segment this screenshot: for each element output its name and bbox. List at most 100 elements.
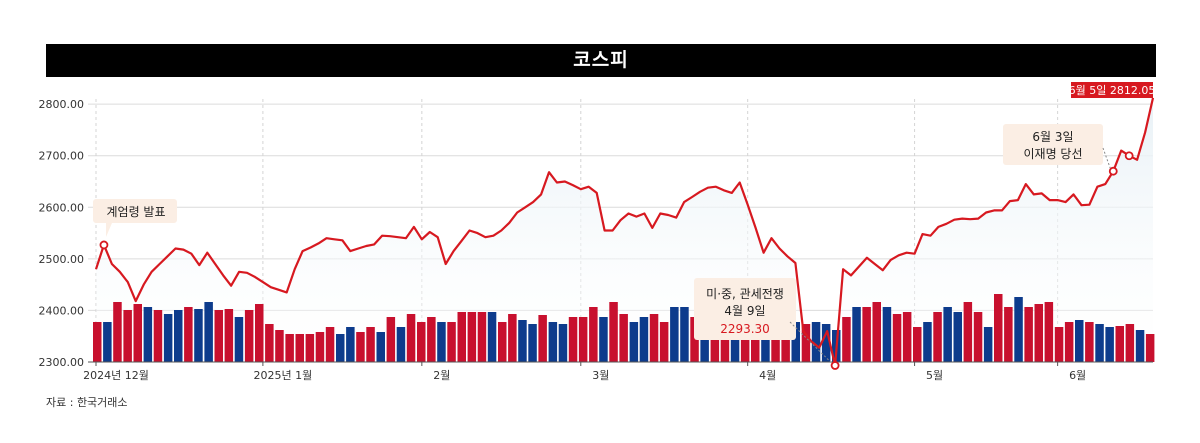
event-marker	[1108, 166, 1118, 176]
price-line	[94, 97, 1155, 367]
volume-bar	[821, 324, 831, 362]
annotation-election-date: 6월 3일	[1032, 130, 1073, 144]
last-value-badge	[1071, 82, 1153, 98]
y-tick-label: 2800.00	[39, 98, 85, 111]
volume-bar	[1125, 324, 1135, 362]
volume-bar	[1024, 307, 1033, 362]
volume-bar	[487, 312, 497, 362]
volume-bar	[255, 304, 264, 362]
y-tick-label: 2700.00	[39, 150, 85, 163]
annotation-tariff-date: 4월 9일	[724, 304, 765, 318]
volume-bar	[1064, 322, 1074, 362]
source-note: 자료 : 한국거래소	[46, 396, 128, 409]
annotation-martial-law: 계엄령 발표	[106, 205, 165, 219]
volume-bar	[194, 309, 203, 362]
volume-bar	[244, 310, 254, 362]
callout-leader	[789, 321, 833, 364]
volume-bar	[103, 322, 112, 362]
volume-bar	[1004, 307, 1013, 362]
x-tick-label: 4월	[759, 369, 776, 382]
event-marker	[1124, 151, 1134, 161]
x-tick-label: 3월	[592, 369, 609, 382]
volume-bar	[882, 307, 892, 362]
volume-bar	[842, 317, 851, 362]
volume-bar	[305, 334, 315, 362]
volume-bar	[295, 334, 304, 362]
event-marker	[99, 240, 109, 250]
volume-bar	[670, 307, 679, 362]
volume-bar	[325, 327, 335, 362]
volume-bar	[811, 322, 821, 362]
volume-bar	[680, 307, 689, 362]
last-value-label: 6월 5일 2812.05	[1069, 83, 1156, 97]
volume-bar	[93, 322, 102, 362]
volume-bar	[1054, 327, 1064, 362]
volume-bar	[599, 317, 608, 362]
volume-bar	[1014, 297, 1023, 362]
area-path	[96, 97, 1153, 366]
volume-bar	[994, 294, 1003, 362]
volume-bar	[609, 302, 618, 362]
volume-bar	[285, 334, 294, 362]
volume-bar	[163, 314, 173, 362]
volume-bar	[224, 309, 234, 362]
chart-title: 코스피	[46, 44, 1156, 77]
volume-bar	[143, 307, 153, 362]
volume-bar	[578, 317, 588, 362]
volume-bar	[568, 317, 578, 362]
volume-bar	[366, 327, 375, 362]
volume-bar	[923, 322, 932, 362]
volume-bar	[1075, 320, 1084, 362]
volume-bar	[336, 334, 345, 362]
volume-bar	[1145, 334, 1155, 362]
volume-bar	[346, 327, 355, 362]
volume-bar	[153, 310, 163, 362]
volume-bar	[396, 327, 406, 362]
volume-bar	[113, 302, 122, 362]
callout-box	[694, 278, 796, 340]
volume-bar	[417, 322, 426, 362]
volume-bar	[801, 324, 811, 362]
volume-bar	[913, 327, 922, 362]
callout-leader	[1102, 147, 1111, 169]
volume-bar	[973, 312, 983, 362]
x-tick-label: 5월	[926, 369, 943, 382]
volume-bar	[983, 327, 993, 362]
volume-bar	[1095, 324, 1104, 362]
volume-bar	[538, 315, 547, 362]
volume-bar	[690, 317, 699, 362]
volume-bar	[204, 302, 213, 362]
volume-bar	[406, 314, 416, 362]
volume-bar	[528, 324, 537, 362]
volume-bar	[356, 332, 365, 362]
volume-bar	[315, 332, 325, 362]
volume-bar	[447, 322, 456, 362]
y-tick-label: 2500.00	[39, 253, 85, 266]
y-tick-label: 2600.00	[39, 201, 85, 214]
volume-bar	[953, 312, 962, 362]
volume-bar	[659, 322, 669, 362]
volume-bar	[1135, 330, 1145, 362]
annotation-election: 이재명 당선	[1023, 147, 1082, 161]
volume-bar	[548, 322, 558, 362]
volume-bar	[234, 317, 244, 362]
volume-bar	[791, 322, 800, 362]
volume-bar	[862, 307, 871, 362]
y-tick-label: 2300.00	[39, 356, 85, 369]
volume-bar	[275, 330, 284, 362]
volume-bar	[1034, 304, 1043, 362]
area-fill	[96, 97, 1153, 366]
volume-bars	[93, 294, 1155, 362]
volume-bar	[123, 310, 132, 362]
volume-bar	[427, 317, 436, 362]
volume-bar	[943, 307, 952, 362]
axes: 2300.00 2400.00 2500.00 2600.00 2700.00 2800.…	[39, 98, 1153, 382]
x-tick-label: 6월	[1069, 369, 1086, 382]
volume-bar	[184, 307, 193, 362]
x-tick-label: 2025년 1월	[254, 369, 313, 382]
volume-bar	[498, 322, 507, 362]
volume-bar	[963, 302, 973, 362]
volume-bar	[639, 317, 649, 362]
volume-bar	[467, 312, 477, 362]
